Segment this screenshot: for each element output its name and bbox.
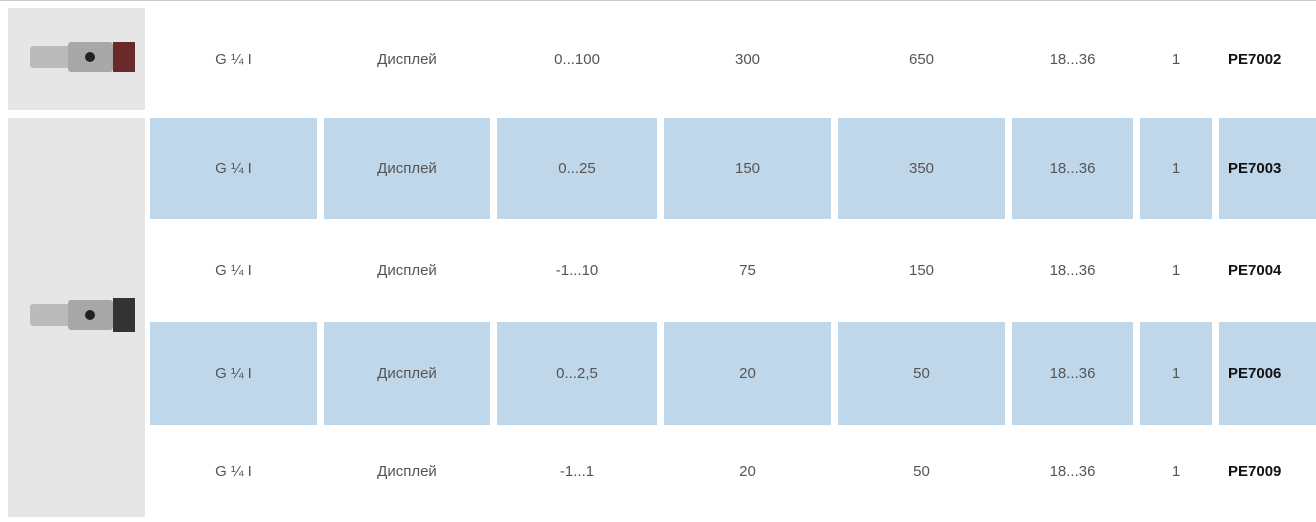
sensor-icon — [30, 298, 135, 332]
table-cell: 50 — [838, 322, 1005, 425]
article-code: PE7003 — [1219, 118, 1316, 219]
article-code: PE7006 — [1219, 322, 1316, 425]
table-cell: Дисплей — [377, 262, 437, 279]
table-cell: 18...36 — [1049, 262, 1096, 279]
table-cell: 0...100 — [554, 50, 600, 68]
table-cell: 300 — [734, 50, 761, 68]
table-cell: G ¼ I — [215, 50, 252, 68]
article-code: PE7002 — [1228, 50, 1282, 68]
table-cell: 18...36 — [1012, 322, 1133, 425]
table-cell: Дисплей — [377, 462, 437, 480]
table-cell: 1 — [1171, 262, 1181, 279]
sensor-icon — [30, 42, 135, 72]
table-cell: 20 — [739, 462, 756, 480]
table-cell: Дисплей — [324, 322, 490, 425]
table-cell: 1 — [1140, 322, 1212, 425]
product-image — [8, 118, 145, 517]
table-cell: G ¼ I — [150, 118, 317, 219]
table-cell: 0...25 — [497, 118, 657, 219]
article-code: PE7009 — [1228, 462, 1282, 480]
article-code: PE7004 — [1228, 262, 1282, 279]
table-cell: 1 — [1171, 50, 1181, 68]
table-cell: Дисплей — [377, 50, 437, 68]
table-cell: 18...36 — [1012, 118, 1133, 219]
table-cell: 350 — [838, 118, 1005, 219]
table-cell: G ¼ I — [150, 322, 317, 425]
top-rule — [0, 0, 1316, 1]
table-cell: 150 — [908, 262, 935, 279]
table-cell: 150 — [664, 118, 831, 219]
table-cell: -1...10 — [555, 262, 599, 279]
table-cell: G ¼ I — [215, 462, 252, 480]
table-cell: 1 — [1140, 118, 1212, 219]
table-cell: 18...36 — [1049, 50, 1096, 68]
table-cell: -1...1 — [559, 462, 595, 480]
table-cell: 0...2,5 — [497, 322, 657, 425]
table-cell: 50 — [913, 462, 930, 480]
table-cell: 20 — [664, 322, 831, 425]
table-cell: 650 — [908, 50, 935, 68]
table-cell: 75 — [739, 262, 756, 279]
table-cell: Дисплей — [324, 118, 490, 219]
product-image — [8, 8, 145, 110]
table-cell: 1 — [1171, 462, 1181, 480]
table-cell: 18...36 — [1049, 462, 1096, 480]
table-cell: G ¼ I — [215, 262, 252, 279]
